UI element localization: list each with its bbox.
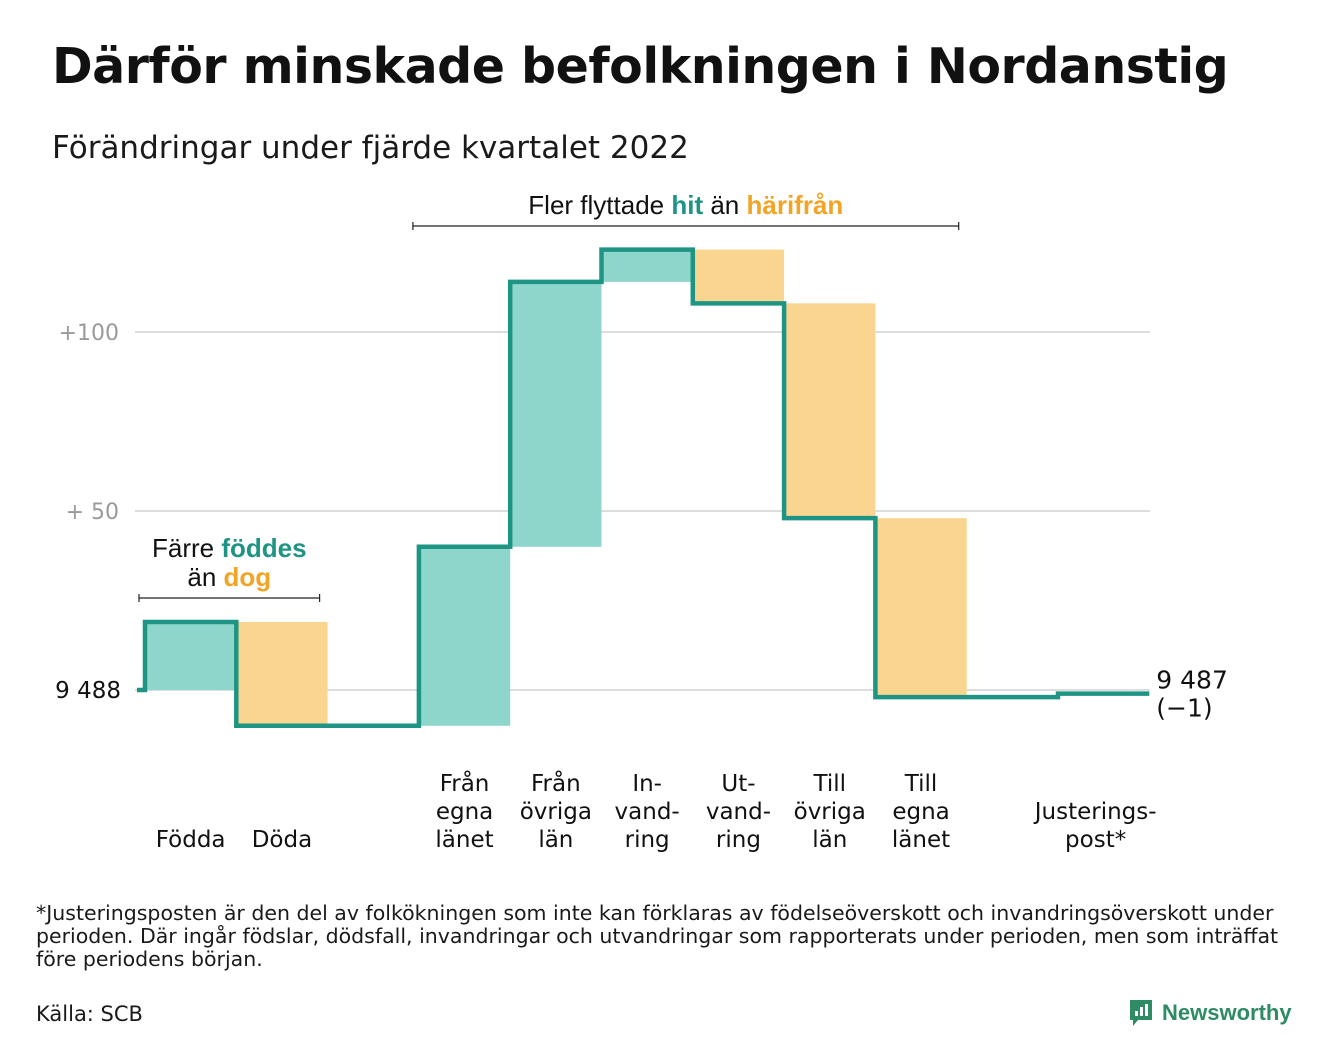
annotation-text-part: än — [703, 190, 746, 220]
category-label: länet — [892, 827, 950, 853]
newsworthy-icon — [1130, 1000, 1152, 1026]
annotation-text-part: än — [187, 562, 223, 592]
chart-title: Därför minskade befolkningen i Nordansti… — [52, 38, 1229, 95]
waterfall-bar — [784, 303, 876, 519]
cumulative-step-line — [137, 247, 1150, 729]
waterfall-bar — [875, 518, 967, 698]
category-label: övriga — [794, 799, 866, 825]
baseline-value-label: 9 488 — [55, 678, 121, 704]
y-tick-label: + 50 — [66, 500, 119, 525]
category-label: egna — [436, 799, 493, 825]
category-label: vand- — [706, 799, 771, 825]
annotation-text-part: dog — [224, 562, 272, 592]
end-value-label: 9 487 — [1156, 666, 1228, 695]
category-label: Från — [531, 769, 581, 797]
category-label: Döda — [252, 827, 312, 853]
end-value-label: (−1) — [1156, 694, 1212, 723]
annotation-text: Fler flyttade hit än härifrån — [528, 190, 843, 220]
annotation-text-part: föddes — [221, 533, 306, 563]
annotation-text: än dog — [187, 562, 271, 592]
brand-name: Newsworthy — [1162, 1000, 1292, 1025]
footnote: *Justeringsposten är den del av folkökni… — [36, 901, 1279, 971]
category-label: vand- — [615, 799, 680, 825]
category-label: egna — [892, 799, 949, 825]
source-label: Källa: SCB — [36, 1002, 143, 1026]
category-label: ring — [625, 827, 670, 853]
waterfall-bar — [236, 621, 328, 726]
category-label: Till — [904, 771, 938, 797]
category-label: ring — [716, 827, 761, 853]
annotation-text-part: Färre — [152, 533, 221, 563]
category-label: Från — [440, 769, 490, 797]
waterfall-bar — [510, 281, 602, 547]
category-label: Ut- — [721, 771, 755, 797]
category-label: Justerings- — [1033, 799, 1157, 825]
waterfall-bar — [692, 249, 785, 304]
annotation-text-part: härifrån — [746, 190, 843, 220]
annotation-text-part: Fler flyttade — [528, 190, 671, 220]
waterfall-bar — [601, 249, 693, 282]
category-label: Till — [812, 771, 846, 797]
category-label: län — [812, 827, 847, 853]
chart-subtitle: Förändringar under fjärde kvartalet 2022 — [52, 130, 689, 166]
category-label: län — [538, 827, 573, 853]
category-label: In- — [632, 771, 662, 797]
category-label: länet — [435, 827, 493, 853]
annotation-text: Färre föddes — [152, 533, 307, 563]
y-tick-label: +100 — [59, 321, 119, 346]
category-label: post* — [1065, 827, 1126, 853]
annotation-text-part: hit — [671, 190, 703, 220]
waterfall-chart: +100+ 509 488 9 487(−1)Födda DödaFrånegnal… — [55, 190, 1228, 853]
category-label: övriga — [520, 799, 592, 825]
waterfall-bar — [418, 546, 511, 726]
category-label: Födda — [156, 827, 226, 853]
brand-logo: Newsworthy — [1128, 998, 1292, 1028]
waterfall-bar — [145, 621, 237, 690]
